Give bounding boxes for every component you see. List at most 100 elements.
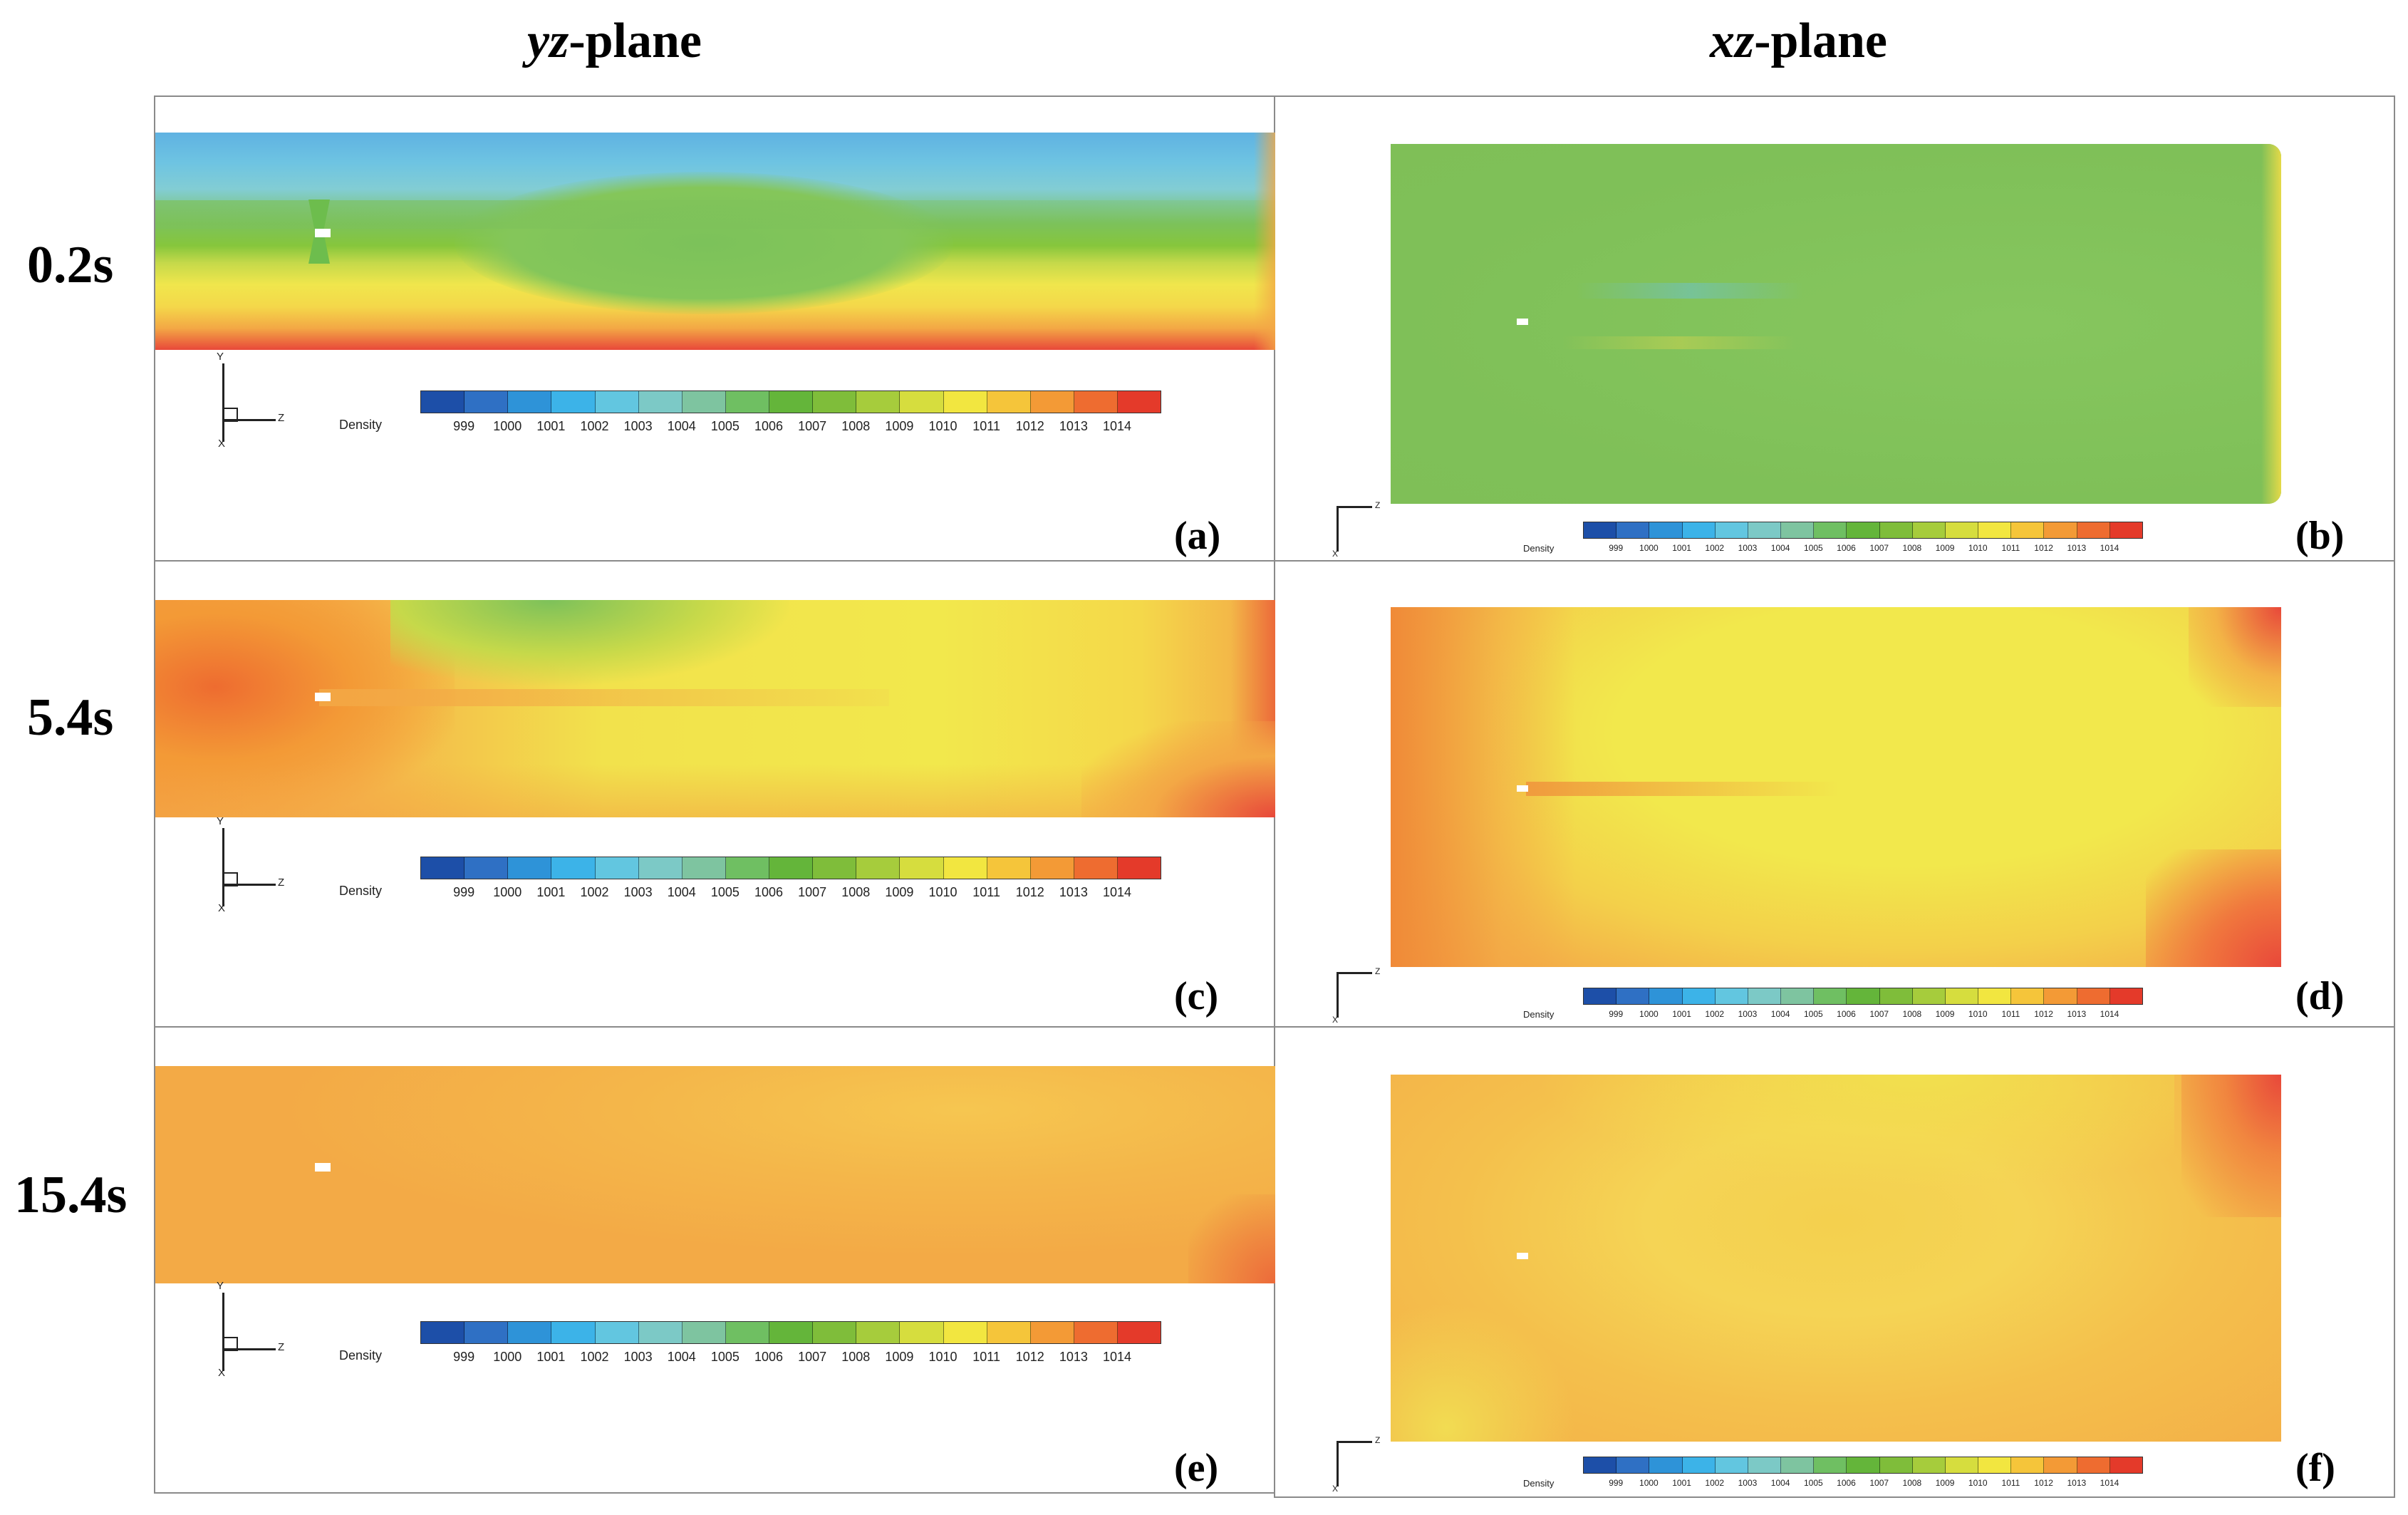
colorbar-tick-label: 999 bbox=[453, 419, 475, 433]
colorbar-swatch bbox=[1682, 522, 1716, 538]
colorbar-tick-label: 1001 bbox=[1672, 1009, 1691, 1019]
colorbar-swatch bbox=[508, 391, 552, 413]
colorbar-swatch bbox=[1945, 988, 1979, 1004]
colorbar-tick-label: 1003 bbox=[623, 885, 653, 899]
colorbar-swatch bbox=[987, 391, 1031, 413]
colorbar-tick-label: 1007 bbox=[1869, 1478, 1889, 1488]
colorbar-swatch bbox=[769, 391, 814, 413]
colorbar-tick-label: 1000 bbox=[1639, 1009, 1659, 1019]
colorbar-swatch bbox=[813, 857, 857, 879]
colorbar-tick-label: 1007 bbox=[1869, 543, 1889, 553]
colorbar-label-a: Density bbox=[339, 418, 383, 432]
colorbar-tick-label: 1011 bbox=[972, 1350, 1000, 1364]
colorbar-tick-label: 1010 bbox=[1968, 1478, 1988, 1488]
colorbar-swatch bbox=[987, 857, 1031, 879]
colorbar-swatch bbox=[1847, 1457, 1880, 1473]
density-contour-d bbox=[1391, 607, 2281, 967]
row-label-5.4s: 5.4s bbox=[27, 688, 114, 747]
colorbar-f bbox=[1583, 1457, 2143, 1474]
axis-triad-c: Y Z X bbox=[212, 815, 291, 914]
colorbar-tick-label: 1013 bbox=[1059, 885, 1088, 899]
density-contour-c bbox=[155, 600, 1275, 817]
column-title-yz-plane: yz-plane bbox=[527, 13, 702, 70]
colorbar-swatch bbox=[1814, 988, 1847, 1004]
colorbar-swatch bbox=[508, 1322, 552, 1343]
colorbar-tick-label: 1011 bbox=[2001, 1009, 2020, 1019]
colorbar-label-d: Density bbox=[1523, 1009, 1555, 1020]
colorbar-tick-label: 1007 bbox=[798, 419, 827, 433]
colorbar-swatch bbox=[987, 1322, 1031, 1343]
colorbar-swatch bbox=[1616, 988, 1650, 1004]
colorbar-ticks-d: 999 1000 1001 1002 1003 1004 1005 1006 1007 1008 1… bbox=[1583, 1009, 2143, 1019]
colorbar-tick-label: 1005 bbox=[1803, 1009, 1823, 1019]
colorbar-tick-label: 1002 bbox=[580, 885, 609, 899]
colorbar-d bbox=[1583, 988, 2143, 1005]
colorbar-swatch bbox=[1945, 522, 1979, 538]
colorbar-tick-label: 1006 bbox=[754, 885, 784, 899]
colorbar-tick-label: 1013 bbox=[1059, 419, 1088, 433]
colorbar-tick-label: 1012 bbox=[1015, 419, 1044, 433]
colorbar-tick-label: 1005 bbox=[710, 419, 739, 433]
column-title-xz-plane: xz-plane bbox=[1710, 13, 1887, 70]
colorbar-tick-label: 1002 bbox=[580, 1350, 609, 1364]
colorbar-tick-label: 1013 bbox=[2067, 1009, 2087, 1019]
colorbar-tick-label: 1009 bbox=[1935, 543, 1955, 553]
colorbar-swatch bbox=[1847, 522, 1880, 538]
colorbar-swatch bbox=[1912, 522, 1946, 538]
row-label-0.2s: 0.2s bbox=[27, 236, 114, 294]
colorbar-tick-label: 1009 bbox=[885, 419, 914, 433]
colorbar-e bbox=[420, 1321, 1161, 1344]
colorbar-tick-label: 1010 bbox=[1968, 543, 1988, 553]
colorbar-tick-label: 1001 bbox=[536, 885, 566, 899]
colorbar-swatch bbox=[1748, 988, 1782, 1004]
colorbar-tick-label: 1000 bbox=[493, 885, 522, 899]
colorbar-tick-label: 1003 bbox=[1738, 1478, 1758, 1488]
colorbar-swatch bbox=[1074, 857, 1118, 879]
colorbar-ticks-b: 999 1000 1001 1002 1003 1004 1005 1006 1007 1008 1… bbox=[1583, 543, 2143, 553]
colorbar-swatch bbox=[1978, 522, 2012, 538]
colorbar-tick-label: 1012 bbox=[1015, 885, 1044, 899]
probe-marker-b bbox=[1517, 319, 1528, 325]
colorbar-swatch bbox=[1584, 988, 1617, 1004]
colorbar-ticks-f: 999 1000 1001 1002 1003 1004 1005 1006 1007 1008 1… bbox=[1583, 1478, 2143, 1488]
colorbar-label-f: Density bbox=[1523, 1478, 1555, 1489]
column-title-xz-italic: xz bbox=[1710, 14, 1755, 68]
colorbar-tick-label: 1006 bbox=[1837, 1478, 1856, 1488]
colorbar-swatch bbox=[508, 857, 552, 879]
colorbar-tick-label: 1014 bbox=[2100, 543, 2119, 553]
colorbar-tick-label: 1010 bbox=[928, 419, 958, 433]
panel-label-a: (a) bbox=[1174, 514, 1221, 558]
colorbar-tick-label: 1001 bbox=[1672, 1478, 1691, 1488]
colorbar-swatch bbox=[2077, 988, 2110, 1004]
axis-y-letter-c: Y bbox=[217, 815, 224, 827]
colorbar-tick-label: 1014 bbox=[1102, 419, 1132, 433]
column-title-yz-italic: yz bbox=[527, 14, 569, 68]
colorbar-swatch bbox=[1030, 857, 1074, 879]
colorbar-tick-label: 1010 bbox=[928, 1350, 958, 1364]
colorbar-tick-label: 1003 bbox=[1738, 1009, 1758, 1019]
axis-x-letter-a: X bbox=[218, 438, 226, 450]
colorbar-tick-label: 999 bbox=[453, 1350, 475, 1364]
colorbar-tick-label: 1002 bbox=[1705, 543, 1725, 553]
colorbar-swatch bbox=[2109, 1457, 2142, 1473]
colorbar-swatch bbox=[769, 857, 814, 879]
axis-x-letter-f: X bbox=[1332, 1484, 1339, 1494]
colorbar-swatch bbox=[2109, 522, 2142, 538]
colorbar-tick-label: 1000 bbox=[1639, 1478, 1659, 1488]
colorbar-tick-label: 1003 bbox=[623, 1350, 653, 1364]
probe-marker-c bbox=[315, 693, 331, 701]
colorbar-swatch bbox=[465, 1322, 509, 1343]
colorbar-swatch bbox=[682, 857, 726, 879]
colorbar-tick-label: 1005 bbox=[710, 1350, 739, 1364]
colorbar-swatch bbox=[943, 857, 987, 879]
colorbar-swatch bbox=[421, 391, 465, 413]
colorbar-tick-label: 999 bbox=[1609, 1009, 1624, 1019]
column-title-xz-rest: -plane bbox=[1754, 14, 1887, 68]
colorbar-tick-label: 1005 bbox=[710, 885, 739, 899]
colorbar-swatch bbox=[595, 857, 639, 879]
colorbar-swatch bbox=[1649, 522, 1683, 538]
colorbar-tick-label: 1006 bbox=[1837, 543, 1856, 553]
colorbar-tick-label: 1014 bbox=[1102, 885, 1132, 899]
colorbar-tick-label: 1002 bbox=[580, 419, 609, 433]
colorbar-tick-label: 1009 bbox=[885, 1350, 914, 1364]
